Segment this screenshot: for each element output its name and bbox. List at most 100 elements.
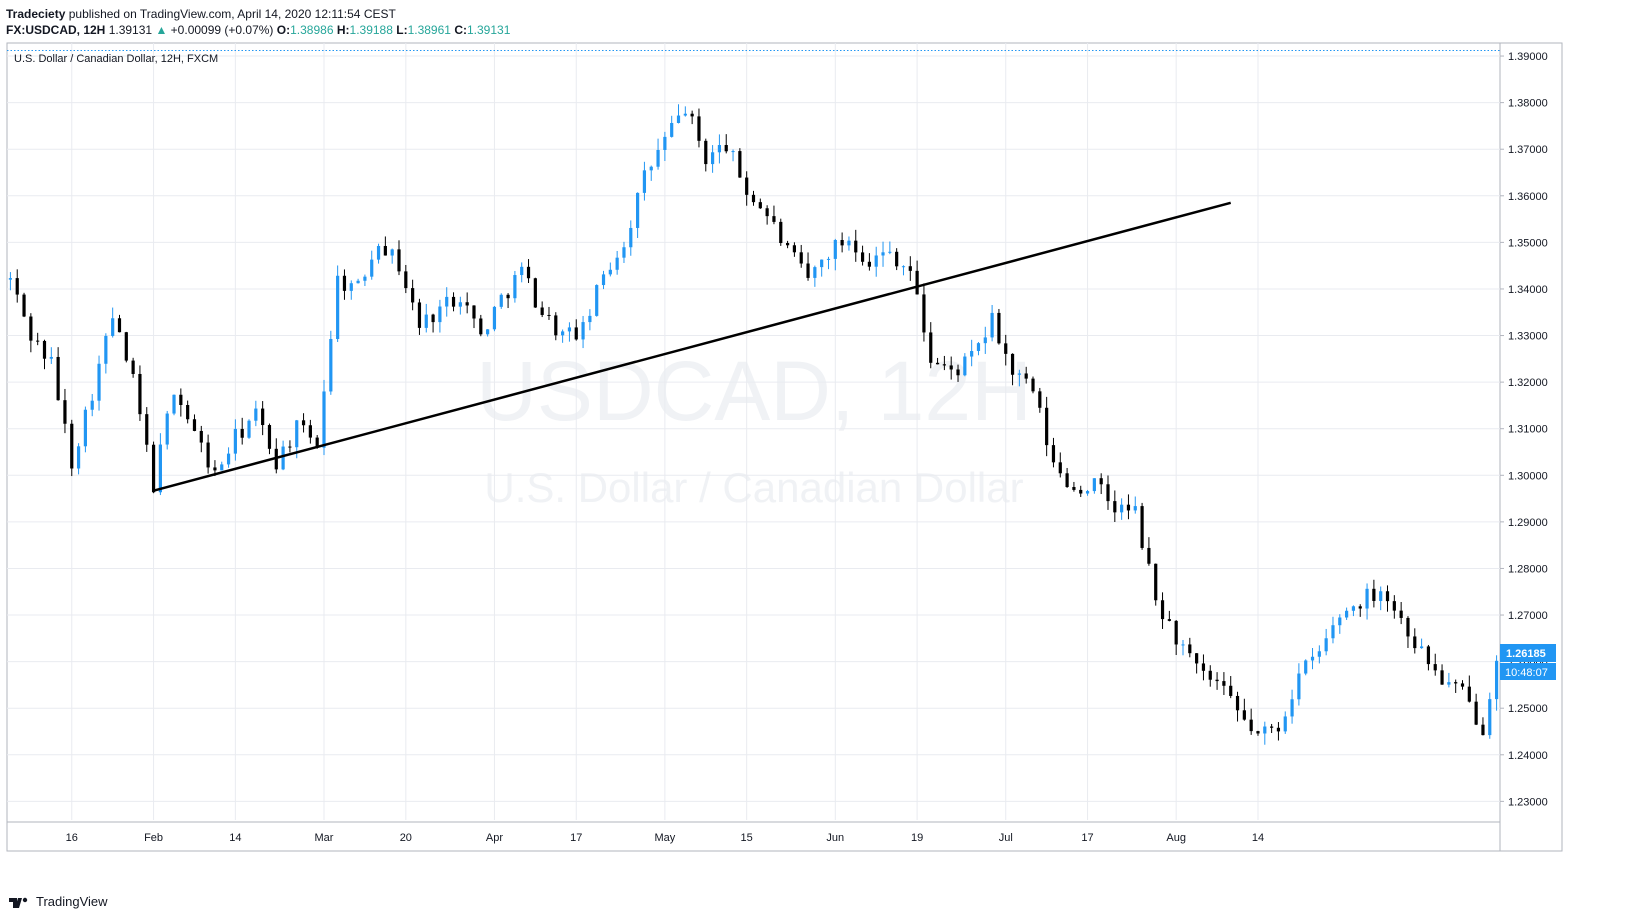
tradingview-logo-icon[interactable] bbox=[8, 893, 30, 909]
candle-body bbox=[1201, 663, 1206, 671]
candle-body bbox=[588, 315, 592, 323]
candle-body bbox=[206, 442, 210, 468]
candle-body bbox=[1379, 591, 1383, 601]
candle-body bbox=[1481, 724, 1485, 736]
candle-body bbox=[1222, 681, 1226, 686]
publisher-author[interactable]: Tradeciety bbox=[6, 7, 66, 21]
candle-body bbox=[963, 356, 967, 376]
candle-body bbox=[1195, 653, 1199, 664]
candle-body bbox=[874, 255, 878, 267]
candle-body bbox=[458, 302, 462, 307]
y-tick-label: 1.31000 bbox=[1508, 424, 1548, 436]
x-tick-label: 14 bbox=[229, 832, 241, 844]
candle-body bbox=[976, 343, 981, 351]
candle-body bbox=[267, 425, 272, 449]
change-label: +0.00099 (+0.07%) bbox=[170, 23, 274, 37]
candle-body bbox=[676, 115, 681, 123]
candle-body bbox=[608, 269, 612, 275]
x-tick-label: Apr bbox=[486, 832, 503, 844]
candle-body bbox=[765, 208, 769, 217]
candle-body bbox=[220, 464, 224, 471]
open-value: 1.38986 bbox=[290, 23, 334, 37]
candle-body bbox=[670, 122, 674, 137]
symbol-label[interactable]: FX:USDCAD, 12H bbox=[6, 23, 106, 37]
candle-body bbox=[1140, 506, 1144, 548]
countdown-tag bbox=[1500, 663, 1556, 681]
footer-brand[interactable]: TradingView bbox=[36, 893, 108, 909]
candle-body bbox=[731, 151, 735, 153]
candle-body bbox=[1433, 664, 1437, 671]
candle-body bbox=[881, 252, 885, 256]
candle-body bbox=[1038, 391, 1042, 408]
candle-body bbox=[1283, 716, 1287, 732]
candle-body bbox=[56, 356, 60, 401]
candle-body bbox=[854, 240, 858, 253]
y-tick-label: 1.25000 bbox=[1508, 703, 1548, 715]
candle-body bbox=[417, 302, 422, 328]
candle-body bbox=[1065, 473, 1069, 488]
candle-body bbox=[1160, 600, 1165, 620]
candle-body bbox=[301, 420, 306, 426]
x-tick-label: Jul bbox=[999, 832, 1013, 844]
candle-body bbox=[540, 307, 544, 315]
candle-body bbox=[656, 149, 660, 167]
candle-body bbox=[199, 430, 203, 443]
candle-body bbox=[240, 428, 244, 438]
candle-body bbox=[826, 258, 831, 260]
candle-body bbox=[1092, 478, 1096, 492]
candle-body bbox=[261, 408, 265, 426]
candle-body bbox=[1072, 487, 1076, 490]
candle-body bbox=[22, 294, 26, 317]
candle-body bbox=[1351, 606, 1356, 611]
candle-body bbox=[813, 267, 817, 278]
candle-body bbox=[145, 414, 149, 445]
y-tick-label: 1.37000 bbox=[1508, 144, 1548, 156]
candle-body bbox=[472, 305, 476, 319]
candle-body bbox=[213, 467, 217, 471]
candle-body bbox=[158, 444, 162, 493]
low-key: L: bbox=[396, 23, 408, 37]
candle-body bbox=[1454, 682, 1458, 684]
y-tick-label: 1.24000 bbox=[1508, 750, 1548, 762]
candle-body bbox=[499, 294, 503, 307]
candle-body bbox=[833, 240, 837, 259]
candle-body bbox=[997, 312, 1001, 344]
y-tick-label: 1.30000 bbox=[1508, 470, 1548, 482]
candle-body bbox=[1331, 625, 1335, 639]
candle-body bbox=[1188, 644, 1192, 654]
candle-body bbox=[1276, 727, 1281, 732]
candle-body bbox=[1229, 685, 1233, 696]
candle-body bbox=[1447, 682, 1451, 685]
candle-body bbox=[1494, 660, 1499, 700]
candle-body bbox=[70, 423, 74, 469]
candle-body bbox=[165, 413, 169, 445]
candle-body bbox=[779, 221, 783, 244]
x-tick-label: 16 bbox=[66, 832, 78, 844]
y-tick-label: 1.33000 bbox=[1508, 331, 1548, 343]
candle-body bbox=[465, 302, 469, 306]
y-tick-label: 1.32000 bbox=[1508, 377, 1548, 389]
candle-body bbox=[772, 216, 776, 222]
candle-body bbox=[1297, 673, 1301, 700]
candle-body bbox=[179, 394, 183, 405]
candle-body bbox=[445, 296, 449, 307]
candle-body bbox=[574, 327, 578, 340]
candle-body bbox=[90, 400, 94, 410]
candle-body bbox=[751, 194, 756, 203]
candle-body bbox=[1058, 462, 1062, 474]
candle-body bbox=[370, 259, 374, 277]
candle-body bbox=[1317, 651, 1321, 657]
candle-body bbox=[806, 263, 810, 278]
candle-body bbox=[1235, 695, 1240, 711]
candle-body bbox=[1085, 491, 1090, 494]
candle-body bbox=[710, 152, 715, 165]
candle-body bbox=[1215, 679, 1219, 682]
candle-body bbox=[451, 296, 456, 307]
last-price-tag bbox=[1500, 644, 1556, 663]
y-tick-label: 1.29000 bbox=[1508, 517, 1548, 529]
candle-body bbox=[990, 312, 994, 338]
candle-body bbox=[942, 364, 946, 366]
candle-body bbox=[1045, 407, 1049, 446]
candle-body bbox=[172, 394, 176, 414]
